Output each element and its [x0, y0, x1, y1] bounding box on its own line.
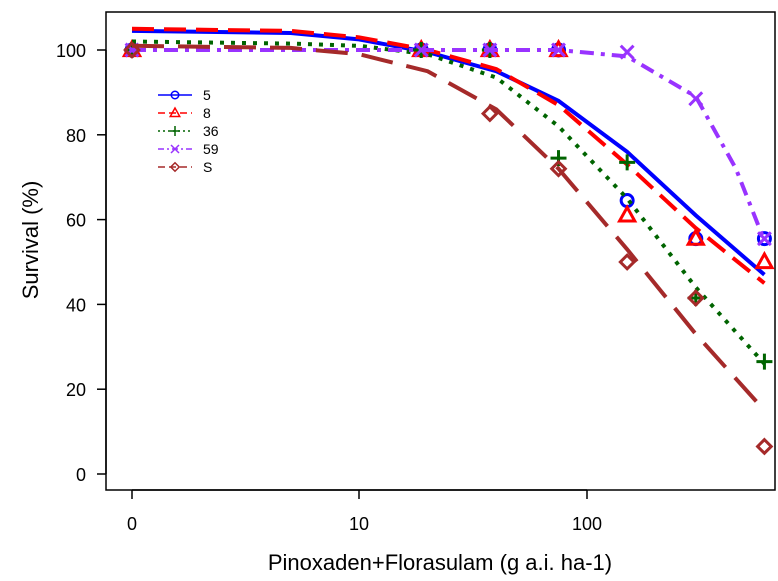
- point-S-3: [618, 253, 637, 271]
- x-tick-label-0: 0: [127, 514, 137, 534]
- legend-marker-5: [170, 90, 180, 100]
- series-8: [121, 26, 775, 285]
- y-axis-title: Survival (%): [18, 181, 43, 300]
- point-59-4: [619, 44, 635, 60]
- point-5-6: [756, 231, 772, 247]
- y-tick-label-20: 20: [66, 380, 86, 400]
- y-tick-label-0: 0: [76, 465, 86, 485]
- legend-marker-S: [169, 161, 181, 173]
- x-tick-label-100: 100: [572, 514, 602, 534]
- x-axis-title: Pinoxaden+Florasulam (g a.i. ha-1): [268, 550, 612, 575]
- legend-label-36: 36: [203, 123, 219, 139]
- point-S-0: [123, 41, 141, 59]
- point-S-2: [549, 159, 568, 178]
- legend-marker-8: [168, 106, 182, 118]
- legend-label-5: 5: [203, 87, 211, 103]
- series-line-S: [131, 43, 766, 412]
- legend-marker-36: [170, 126, 180, 136]
- series-line-5: [131, 28, 766, 277]
- series-S: [123, 41, 774, 456]
- series-59: [124, 42, 772, 247]
- x-tick-label-10: 10: [349, 514, 369, 534]
- point-36-4: [619, 154, 636, 171]
- y-axis: 0 20 40 60 80 100 Survival (%): [18, 41, 107, 485]
- legend-label-8: 8: [203, 105, 211, 121]
- y-tick-label-60: 60: [66, 211, 86, 231]
- point-59-3: [551, 42, 566, 58]
- series-36: [124, 39, 773, 370]
- series-line-8: [131, 26, 766, 285]
- legend: 5 8 36 59 S: [158, 87, 219, 175]
- point-S-5: [755, 437, 774, 456]
- legend-label-S: S: [203, 159, 212, 175]
- point-S-1: [480, 104, 499, 123]
- point-8-6: [754, 250, 775, 270]
- point-36-6: [756, 353, 773, 370]
- legend-item-5: 5: [158, 87, 211, 103]
- legend-item-36: 36: [158, 123, 219, 139]
- legend-item-S: S: [158, 159, 212, 175]
- y-tick-label-40: 40: [66, 295, 86, 315]
- y-tick-label-100: 100: [56, 41, 86, 61]
- x-axis: 0 10 100 Pinoxaden+Florasulam (g a.i. ha…: [127, 489, 612, 575]
- point-59-5: [688, 91, 704, 107]
- point-59-2: [482, 42, 498, 58]
- series-layer: [121, 26, 775, 456]
- series-5: [124, 28, 772, 277]
- point-S-4: [686, 289, 705, 307]
- legend-marker-59: [170, 144, 180, 154]
- point-8-5: [685, 227, 706, 246]
- legend-label-59: 59: [203, 141, 219, 157]
- series-line-59: [132, 48, 767, 242]
- y-tick-label-80: 80: [66, 126, 86, 146]
- legend-item-59: 59: [158, 141, 219, 157]
- point-8-4: [616, 204, 638, 223]
- point-59-6: [756, 231, 772, 247]
- legend-item-8: 8: [158, 105, 211, 121]
- point-59-1: [413, 42, 429, 58]
